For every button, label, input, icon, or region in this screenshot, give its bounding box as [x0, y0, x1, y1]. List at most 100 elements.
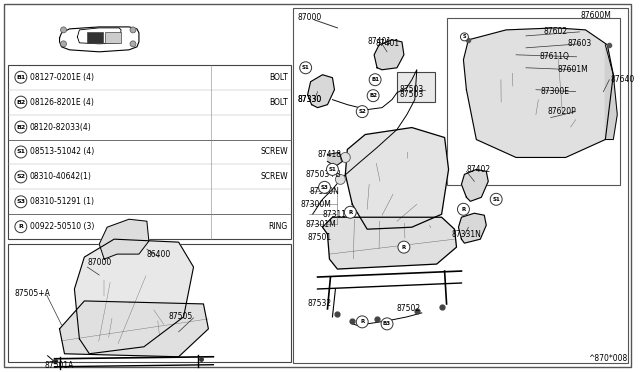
Text: RING: RING [269, 222, 288, 231]
Text: 87501A: 87501A [45, 361, 74, 370]
Text: 87611Q: 87611Q [540, 52, 570, 61]
Polygon shape [328, 153, 342, 166]
Text: B2: B2 [16, 125, 26, 129]
Circle shape [15, 196, 27, 208]
Circle shape [15, 221, 27, 232]
Text: 86400: 86400 [147, 250, 171, 259]
Text: B2: B2 [16, 100, 26, 105]
Text: 87320N: 87320N [310, 187, 339, 196]
Circle shape [15, 96, 27, 108]
Text: 87300M: 87300M [301, 200, 332, 209]
Circle shape [369, 74, 381, 86]
Circle shape [335, 174, 346, 185]
Circle shape [61, 41, 67, 47]
Text: 87300E: 87300E [541, 87, 570, 96]
Polygon shape [346, 128, 449, 229]
Polygon shape [323, 217, 456, 269]
Text: 87330: 87330 [298, 95, 322, 104]
Bar [8, 65, 291, 239]
Text: S1: S1 [328, 167, 337, 172]
Text: 87301M: 87301M [306, 220, 337, 229]
Text: S1: S1 [302, 65, 310, 70]
Text: 87532: 87532 [308, 299, 332, 308]
Text: 87603: 87603 [568, 39, 592, 48]
Text: S3: S3 [321, 185, 328, 190]
Text: 87401: 87401 [367, 37, 391, 46]
Text: 87601M: 87601M [557, 65, 588, 74]
Circle shape [460, 33, 468, 41]
Text: 87600M: 87600M [580, 12, 611, 20]
Circle shape [130, 27, 136, 33]
Text: 87331N: 87331N [452, 230, 481, 239]
Circle shape [15, 71, 27, 83]
Text: 87602: 87602 [544, 28, 568, 36]
Text: 87503: 87503 [400, 85, 424, 94]
Polygon shape [308, 75, 335, 108]
Text: S1: S1 [492, 197, 500, 202]
Bar [87, 32, 103, 43]
Text: 87000: 87000 [298, 13, 322, 22]
Text: B3: B3 [383, 321, 391, 326]
Text: B1: B1 [371, 77, 379, 82]
Circle shape [381, 318, 393, 330]
Circle shape [458, 203, 469, 215]
Text: R: R [402, 245, 406, 250]
Text: S2: S2 [17, 174, 26, 179]
Bar [292, 8, 628, 363]
Text: BOLT: BOLT [269, 73, 288, 82]
Circle shape [130, 41, 136, 47]
Circle shape [344, 206, 356, 218]
Circle shape [340, 153, 350, 163]
Circle shape [490, 193, 502, 205]
Polygon shape [99, 219, 149, 259]
Text: 87418: 87418 [317, 150, 342, 159]
Text: 08126-8201E (4): 08126-8201E (4) [30, 97, 93, 107]
Text: ^870*008: ^870*008 [588, 354, 627, 363]
Bar [105, 32, 121, 43]
Text: 87640: 87640 [611, 75, 635, 84]
Text: 00922-50510 (3): 00922-50510 (3) [30, 222, 94, 231]
Text: 87505+A: 87505+A [15, 289, 51, 298]
Text: B2: B2 [369, 93, 377, 98]
Text: S: S [463, 34, 466, 39]
Polygon shape [458, 213, 486, 243]
Text: SCREW: SCREW [260, 172, 288, 182]
Circle shape [356, 316, 368, 328]
Circle shape [61, 27, 67, 33]
Text: 87503+B: 87503+B [306, 170, 341, 179]
Text: 87330: 87330 [298, 95, 322, 104]
Text: 08310-40642(1): 08310-40642(1) [30, 172, 92, 182]
Text: 87402: 87402 [467, 165, 490, 174]
Text: 87311Q: 87311Q [323, 210, 353, 219]
Text: S1: S1 [17, 150, 26, 154]
Circle shape [326, 163, 339, 175]
Text: 87501: 87501 [308, 232, 332, 242]
Text: R: R [348, 210, 353, 215]
Text: 08513-51042 (4): 08513-51042 (4) [30, 147, 94, 157]
Text: R: R [461, 207, 465, 212]
Circle shape [319, 182, 330, 193]
Polygon shape [74, 239, 193, 354]
Circle shape [300, 62, 312, 74]
Bar [397, 72, 435, 102]
Text: 87620P: 87620P [548, 107, 577, 116]
Text: 87401: 87401 [375, 39, 399, 48]
Circle shape [398, 241, 410, 253]
Bar [447, 18, 620, 185]
Text: B1: B1 [16, 75, 26, 80]
Polygon shape [463, 28, 613, 157]
Text: S2: S2 [358, 109, 366, 114]
Text: BOLT: BOLT [269, 97, 288, 107]
Circle shape [15, 171, 27, 183]
Text: 08120-82033(4): 08120-82033(4) [30, 122, 92, 132]
Polygon shape [60, 301, 209, 357]
Polygon shape [605, 45, 617, 140]
Circle shape [367, 90, 379, 102]
Polygon shape [374, 40, 404, 70]
Polygon shape [461, 169, 488, 201]
Text: SCREW: SCREW [260, 147, 288, 157]
Text: 87000: 87000 [87, 257, 111, 267]
Text: 87503: 87503 [400, 90, 424, 99]
Text: 08127-0201E (4): 08127-0201E (4) [30, 73, 94, 82]
Text: R: R [360, 320, 364, 324]
